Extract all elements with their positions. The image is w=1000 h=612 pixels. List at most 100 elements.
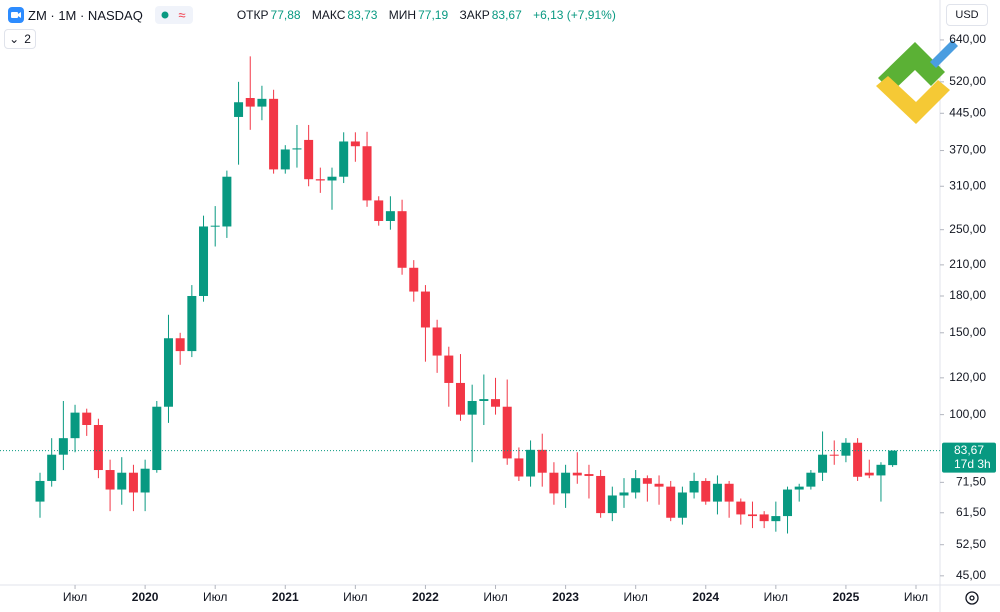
candle-body: [245, 98, 255, 107]
y-tick-label: 100,00: [949, 407, 986, 421]
symbol-icon: [8, 7, 24, 23]
candle-body: [549, 472, 559, 494]
candle-body: [491, 399, 501, 407]
y-tick-label: 180,00: [949, 288, 986, 302]
last-price-label: 83,67: [954, 443, 984, 457]
x-tick-label: Июл: [904, 590, 928, 604]
candle-body: [187, 295, 197, 352]
y-tick-label: 61,50: [956, 505, 986, 519]
ohlc: ОТКР 77,88 МАКС 83,73 МИН 77,19 ЗАКР 83,67 +…: [237, 8, 618, 22]
candle-body: [818, 454, 828, 473]
y-tick-label: 310,00: [949, 178, 986, 192]
high-label: МАКС: [311, 8, 346, 22]
candle-body: [35, 480, 45, 502]
candle-body: [829, 454, 839, 456]
x-tick-label: 2022: [412, 590, 439, 604]
countdown: 17d 3h: [954, 457, 991, 471]
candle-body: [596, 475, 606, 514]
y-tick-label: 210,00: [949, 257, 986, 271]
candle-body: [736, 501, 746, 515]
candle-body: [747, 514, 757, 517]
x-tick-label: 2024: [692, 590, 719, 604]
indicator-count: 2: [24, 32, 31, 46]
candle-body: [397, 211, 407, 268]
svg-text:≈: ≈: [178, 7, 185, 22]
candle-body: [642, 478, 652, 484]
candle-body: [771, 516, 781, 522]
candle-body: [280, 149, 290, 170]
open-label: ОТКР: [236, 8, 269, 22]
candle-body: [47, 454, 57, 481]
symbol[interactable]: ZM · 1M · NASDAQ: [28, 7, 143, 23]
candle-body: [853, 442, 863, 477]
candle-body: [841, 442, 851, 456]
candle-body: [876, 464, 886, 476]
y-tick-label: 45,00: [956, 568, 986, 582]
candle-body: [93, 424, 103, 471]
x-tick-label: 2020: [132, 590, 159, 604]
x-tick-label: Июл: [203, 590, 227, 604]
candle-body: [362, 146, 372, 201]
candle-body: [467, 400, 477, 415]
candle-body: [888, 450, 898, 466]
status-icons: ≈: [154, 6, 193, 24]
x-tick-label: 2021: [272, 590, 299, 604]
candle-body: [654, 483, 664, 487]
open-value: 77,88: [270, 8, 301, 22]
candle-body: [502, 406, 512, 459]
high-value: 83,73: [347, 8, 378, 22]
x-tick-label: Июл: [483, 590, 507, 604]
candle-body: [526, 449, 536, 477]
candle-body: [677, 492, 687, 518]
x-tick-label: Июл: [63, 590, 87, 604]
candle-body: [70, 412, 80, 439]
x-tick-label: 2023: [552, 590, 579, 604]
candle-body: [537, 449, 547, 473]
y-tick-label: 250,00: [949, 222, 986, 236]
legend-header: ZM · 1M · NASDAQ ≈ ОТКР 77,88 МАКС 83,73 М…: [8, 5, 620, 25]
candle-body: [409, 267, 419, 292]
candle-body: [572, 472, 582, 476]
candle-body: [315, 179, 325, 181]
candle-body: [631, 478, 641, 493]
x-tick-label: Июл: [623, 590, 647, 604]
x-tick-label: 2025: [833, 590, 860, 604]
candle-body: [561, 472, 571, 494]
candle-body: [210, 225, 220, 227]
change: +6,13 (+7,91%): [533, 8, 616, 22]
candle-body: [479, 399, 489, 401]
x-tick-label: Июл: [764, 590, 788, 604]
candle-body: [105, 470, 115, 490]
candle-body: [584, 474, 594, 476]
currency: USD: [955, 9, 979, 21]
candle-body: [455, 382, 465, 415]
candle-body: [350, 141, 360, 147]
x-tick-label: Июл: [343, 590, 367, 604]
candle-body: [619, 492, 629, 496]
candle-body: [117, 472, 127, 490]
indicators-toggle[interactable]: ⌄ 2: [4, 29, 36, 49]
candle-body: [199, 226, 209, 296]
candle-body: [783, 489, 793, 517]
settings-icon[interactable]: [965, 591, 979, 605]
candle-body: [175, 338, 185, 352]
candle-body: [234, 102, 244, 117]
candle-body: [385, 211, 395, 221]
candle-body: [292, 148, 302, 150]
candle-body: [712, 483, 722, 502]
y-tick-label: 52,50: [956, 537, 986, 551]
currency-button[interactable]: USD: [946, 4, 988, 26]
candle-body: [689, 480, 699, 493]
candle-body: [432, 327, 442, 356]
candle-body: [339, 141, 349, 177]
candle-body: [864, 472, 874, 476]
candle-body: [374, 200, 384, 221]
close-label: ЗАКР: [459, 8, 490, 22]
candle-body: [444, 355, 454, 383]
y-tick-label: 640,00: [949, 32, 986, 46]
candle-body: [806, 472, 816, 487]
logo: [876, 40, 958, 124]
close-value: 83,67: [491, 8, 522, 22]
y-tick-label: 445,00: [949, 105, 986, 119]
